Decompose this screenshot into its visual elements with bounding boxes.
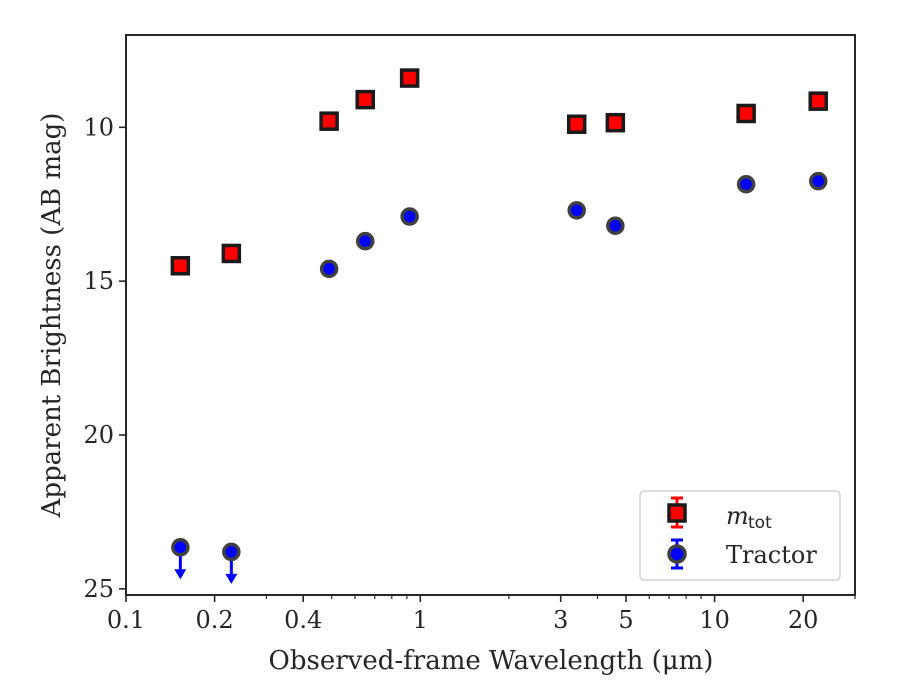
x-tick-label-4: 3 [553,606,568,634]
mtot-marker-6 [605,112,626,133]
x-tick-label-2: 0.4 [284,606,322,634]
mtot-point-2 [319,111,339,131]
tractor-point-6 [606,216,625,236]
tractor-point-0 [171,538,190,580]
mtot-marker-5 [566,114,587,134]
x-tick-label-0: 0.1 [107,606,145,634]
tractor-point-5 [567,201,586,220]
tractor-point-7 [736,174,756,194]
tractor-marker-4 [400,207,419,226]
tractor-marker-5 [567,201,586,220]
x-axis: 0.1 0.2 0.4 1 3 5 10 20 [107,595,856,634]
x-axis-label: Observed-frame Wavelength (μm) [269,646,714,676]
tractor-marker-1 [222,542,241,562]
mtot-point-6 [605,112,626,133]
mtot-point-7 [736,103,756,124]
mtot-marker-4 [399,68,420,88]
y-tick-label-1: 15 [83,267,114,295]
mtot-marker-3 [355,89,375,110]
mtot-marker-8 [808,91,828,111]
mtot-point-3 [355,89,375,110]
x-tick-label-1: 0.2 [196,606,234,634]
legend-entry-tractor: Tractor [667,538,817,570]
mtot-point-4 [399,68,420,88]
tractor-marker-7 [736,174,756,194]
plot-frame [125,34,856,596]
legend: m tot Tractor [639,490,841,581]
y-tick-label-0: 10 [83,113,114,141]
tractor-marker-8 [808,171,828,191]
x-tick-label-6: 10 [699,606,730,634]
mtot-marker-0 [170,256,191,276]
mtot-marker-1 [221,243,242,264]
tractor-marker-3 [355,231,375,251]
legend-box [639,490,841,581]
legend-entry-mtot: m tot [667,496,772,533]
mtot-marker-7 [736,103,756,124]
tractor-point-4 [400,207,419,226]
legend-mtot-label: m [726,502,749,530]
legend-mtot-marker [667,503,687,523]
y-axis-label: Apparent Brightness (AB mag) [37,113,67,519]
tractor-point-8 [808,171,828,191]
tractor-marker-6 [606,216,625,236]
tractor-point-1 [222,542,241,584]
mtot-point-0 [170,256,191,276]
mtot-point-8 [808,91,828,111]
tractor-point-3 [355,231,375,251]
y-axis: 10 15 20 25 [83,113,126,603]
x-tick-label-7: 20 [788,606,819,634]
legend-mtot-label-subscript: tot [748,513,772,533]
legend-tractor-label: Tractor [726,541,817,569]
legend-tractor-marker [667,544,687,564]
y-tick-label-2: 20 [83,421,114,449]
mtot-point-1 [221,243,242,264]
tractor-point-2 [319,259,339,279]
x-tick-label-3: 1 [413,606,428,634]
mtot-point-5 [566,114,587,134]
mtot-marker-2 [319,111,339,131]
x-tick-label-5: 5 [618,606,633,634]
tractor-marker-0 [171,538,190,557]
tractor-marker-2 [319,259,339,279]
y-tick-label-3: 25 [83,575,114,603]
tractor-upper-limit-head-0 [174,569,187,580]
tractor-upper-limit-head-1 [225,573,238,584]
plot-marks [170,68,828,584]
